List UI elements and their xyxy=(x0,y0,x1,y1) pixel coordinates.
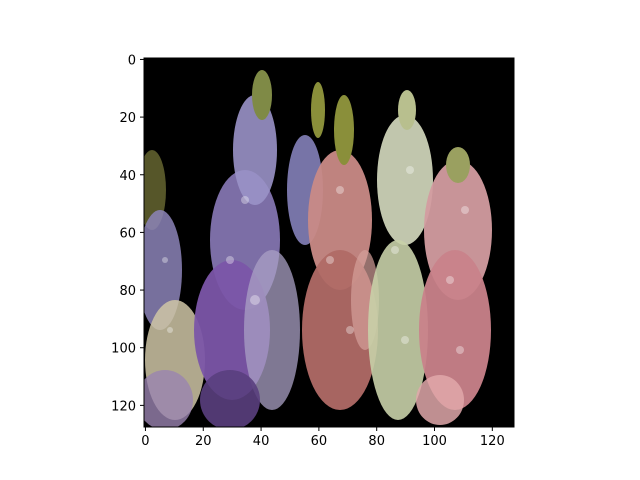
y-tick-label: 60 xyxy=(119,226,136,241)
x-tick-label: 0 xyxy=(141,434,149,449)
petal-texture xyxy=(162,166,469,354)
spike-pink xyxy=(416,147,492,425)
x-tick-label: 80 xyxy=(368,434,385,449)
spike-left xyxy=(144,150,205,427)
x-tick-label: 20 xyxy=(195,434,212,449)
spike-purple xyxy=(194,70,300,427)
y-tick-label: 100 xyxy=(111,342,136,357)
y-tick-label: 120 xyxy=(111,399,136,414)
y-tick-label: 20 xyxy=(119,111,136,126)
axes-frame xyxy=(143,57,515,428)
y-tick-label: 0 xyxy=(128,53,136,68)
y-axis: 0 20 40 60 80 100 120 xyxy=(111,53,144,414)
y-tick-label: 80 xyxy=(119,284,136,299)
spike-cream xyxy=(368,90,433,420)
x-tick-label: 40 xyxy=(253,434,270,449)
x-axis: 0 20 40 60 80 100 120 xyxy=(141,427,505,449)
lupine-photo xyxy=(144,58,514,427)
x-tick-label: 60 xyxy=(311,434,328,449)
y-tick-label: 40 xyxy=(119,169,136,184)
x-tick-label: 120 xyxy=(480,434,505,449)
x-tick-label: 100 xyxy=(422,434,447,449)
